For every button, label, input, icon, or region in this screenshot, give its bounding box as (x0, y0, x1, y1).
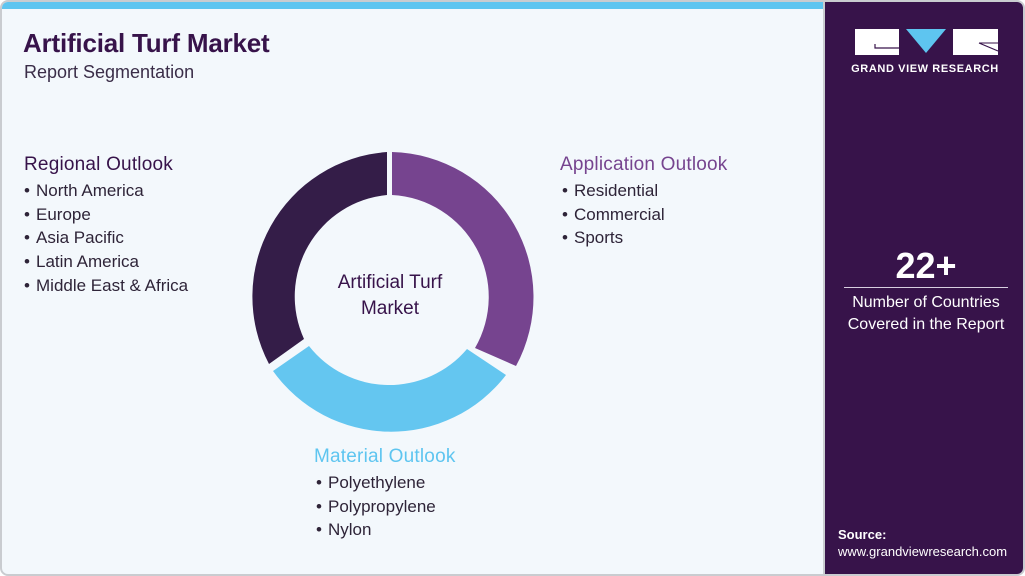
list-item: • Residential (562, 181, 659, 200)
material-outlook-heading: Material Outlook (314, 446, 456, 467)
page-subtitle: Report Segmentation (24, 62, 195, 82)
source-link[interactable]: www.grandviewresearch.com (838, 544, 1008, 559)
stat-divider (844, 287, 1008, 288)
list-item: • Europe (24, 204, 91, 224)
list-item: • North America (24, 181, 144, 200)
list-item: • Middle East & Africa (24, 275, 189, 295)
list-item: • Commercial (562, 204, 665, 224)
application-outlook-list: • Residential • Commercial • Sports (562, 179, 728, 250)
source-label: Source: (838, 527, 887, 542)
application-outlook-section: Application Outlook • Residential • Commer… (560, 154, 728, 250)
donut-segment-regional (252, 152, 387, 364)
grand-view-research-logo-icon (855, 29, 998, 55)
brand-name: GRAND VIEW RESEARCH (851, 63, 999, 75)
regional-outlook-section: Regional Outlook • North America • Europe … (24, 154, 188, 298)
application-outlook-heading: Application Outlook (560, 154, 728, 175)
regional-outlook-list: • North America • Europe • Asia Pacific • La… (24, 179, 188, 298)
list-item: • Polyethylene (316, 473, 426, 492)
donut-center-label: Artificial Turf Market (337, 272, 443, 319)
countries-count: 22+ (895, 245, 957, 286)
list-item: • Asia Pacific (24, 228, 124, 248)
top-accent-bar (2, 2, 825, 9)
brand-sidebar: GRAND VIEW RESEARCH 22+ Number of Countr… (825, 2, 1023, 574)
list-item: • Nylon (316, 520, 372, 540)
material-outlook-list: • Polyethylene • Polypropylene • Nylon (316, 471, 456, 542)
regional-outlook-heading: Regional Outlook (24, 154, 173, 175)
donut-segment-material (273, 346, 506, 432)
donut-segment-application (392, 152, 534, 366)
list-item: • Latin America (24, 252, 139, 272)
segmentation-donut-chart (252, 152, 534, 432)
page-title: Artificial Turf Market (23, 28, 270, 58)
material-outlook-section: Material Outlook • Polyethylene • Polyprop… (314, 446, 456, 542)
countries-description: Number of Countries Covered in the Repor… (847, 294, 1005, 333)
list-item: • Polypropylene (316, 496, 436, 516)
list-item: • Sports (562, 228, 624, 248)
panel-divider (823, 2, 825, 574)
